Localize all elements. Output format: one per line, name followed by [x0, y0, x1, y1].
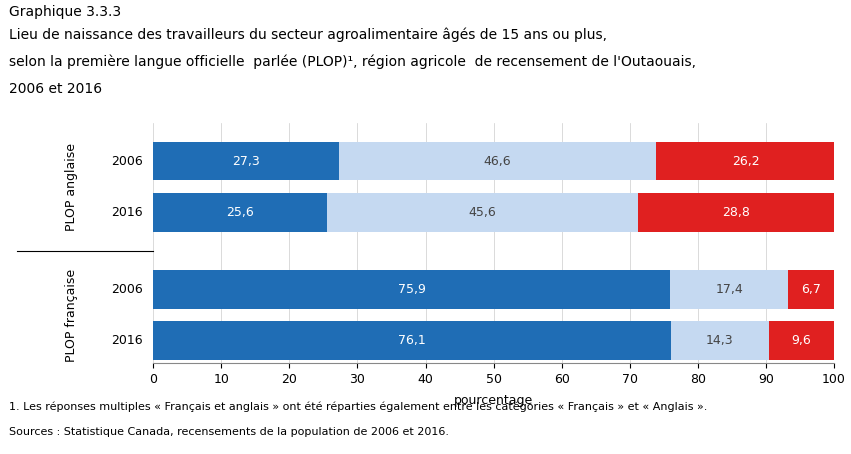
Text: PLOP française: PLOP française	[65, 268, 78, 362]
Text: 26,2: 26,2	[732, 154, 759, 168]
Bar	[153, 270, 670, 309]
Bar	[153, 142, 339, 180]
Text: 2006 et 2016: 2006 et 2016	[9, 82, 101, 96]
Bar	[671, 321, 768, 360]
Text: 46,6: 46,6	[484, 154, 511, 168]
Bar	[153, 193, 328, 232]
Text: 76,1: 76,1	[398, 334, 426, 347]
Text: Lieu de naissance des travailleurs du secteur agroalimentaire âgés de 15 ans ou : Lieu de naissance des travailleurs du se…	[9, 27, 607, 42]
Text: PLOP anglaise: PLOP anglaise	[65, 143, 78, 231]
Text: 9,6: 9,6	[791, 334, 811, 347]
Bar	[638, 193, 834, 232]
Text: 2016: 2016	[111, 206, 143, 219]
Text: selon la première langue officielle  parlée (PLOP)¹, région agricole  de recense: selon la première langue officielle parl…	[9, 54, 695, 69]
Text: 14,3: 14,3	[706, 334, 734, 347]
Text: 2006: 2006	[111, 154, 143, 168]
Bar	[788, 270, 834, 309]
Text: 2016: 2016	[111, 334, 143, 347]
Text: 45,6: 45,6	[469, 206, 497, 219]
Text: 25,6: 25,6	[226, 206, 254, 219]
Text: 1. Les réponses multiples « Français et anglais » ont été réparties également en: 1. Les réponses multiples « Français et …	[9, 402, 707, 412]
Bar	[328, 193, 638, 232]
Text: 28,8: 28,8	[722, 206, 750, 219]
Text: Graphique 3.3.3: Graphique 3.3.3	[9, 5, 121, 19]
Text: 17,4: 17,4	[715, 283, 743, 296]
Bar	[670, 270, 788, 309]
Text: 27,3: 27,3	[232, 154, 260, 168]
Bar	[768, 321, 834, 360]
Text: 6,7: 6,7	[802, 283, 821, 296]
Text: Sources : Statistique Canada, recensements de la population de 2006 et 2016.: Sources : Statistique Canada, recensemen…	[9, 427, 448, 437]
Text: 2006: 2006	[111, 283, 143, 296]
X-axis label: pourcentage: pourcentage	[454, 394, 534, 407]
Bar	[656, 142, 835, 180]
Bar	[339, 142, 656, 180]
Text: 75,9: 75,9	[397, 283, 426, 296]
Bar	[153, 321, 671, 360]
